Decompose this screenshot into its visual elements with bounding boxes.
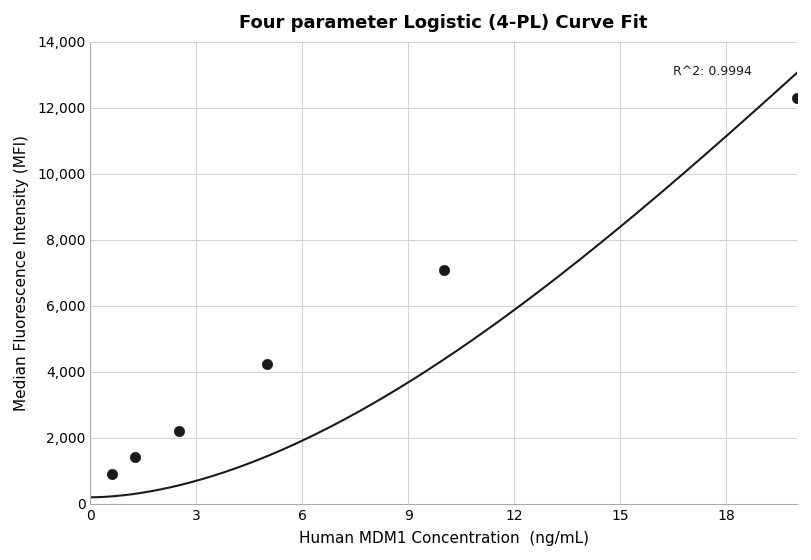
Point	[260, 359, 273, 368]
Point	[437, 265, 450, 274]
Title: Four parameter Logistic (4-PL) Curve Fit: Four parameter Logistic (4-PL) Curve Fit	[239, 14, 648, 32]
Point	[172, 427, 185, 436]
Text: R^2: 0.9994: R^2: 0.9994	[673, 65, 753, 78]
Point	[791, 94, 804, 102]
Point	[106, 470, 119, 479]
Point	[128, 452, 141, 461]
X-axis label: Human MDM1 Concentration  (ng/mL): Human MDM1 Concentration (ng/mL)	[298, 531, 589, 546]
Y-axis label: Median Fluorescence Intensity (MFI): Median Fluorescence Intensity (MFI)	[14, 135, 29, 411]
